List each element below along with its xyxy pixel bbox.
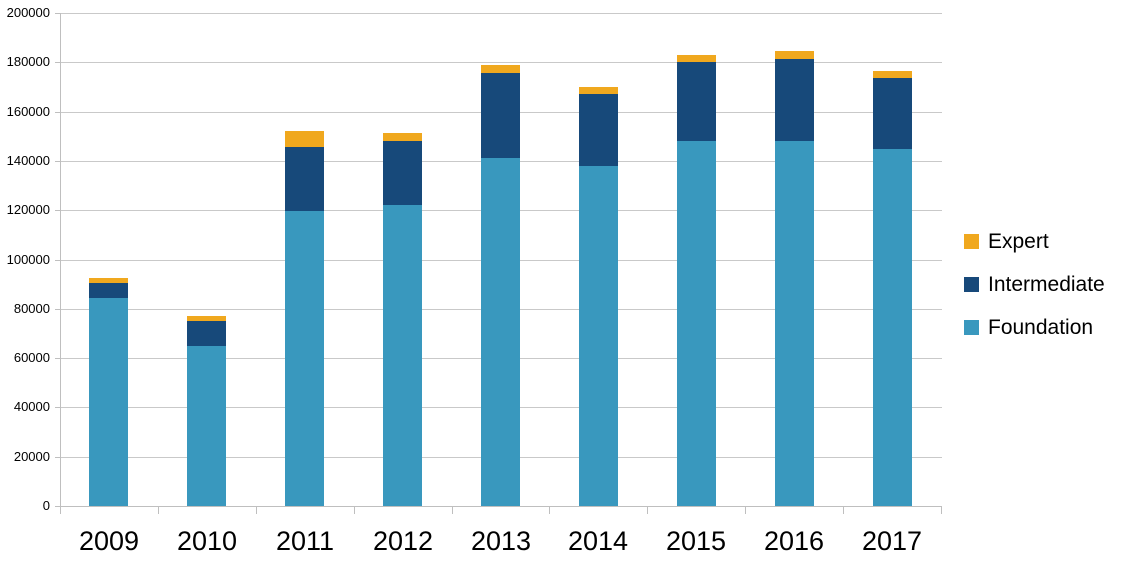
bar-segment-2012-intermediate	[383, 141, 422, 206]
bar-segment-2013-expert	[481, 64, 520, 74]
bar-segment-2013-intermediate	[481, 73, 520, 159]
bar-segment-2009-intermediate	[89, 282, 128, 298]
legend-label: Intermediate	[988, 273, 1105, 296]
y-axis-tick	[55, 260, 60, 261]
y-axis-tick	[55, 13, 60, 14]
x-axis-tick	[354, 506, 355, 514]
x-axis-label-2013: 2013	[470, 526, 532, 556]
x-axis-label-2010: 2010	[176, 526, 238, 556]
y-axis-tick	[55, 161, 60, 162]
x-axis-tick	[941, 506, 942, 514]
x-axis-line	[60, 506, 941, 507]
legend-label: Foundation	[988, 316, 1094, 339]
y-axis-label: 200000	[6, 5, 50, 20]
bar-segment-2011-foundation	[285, 211, 324, 506]
y-axis-label: 160000	[6, 104, 50, 119]
x-axis-label-2015: 2015	[665, 526, 727, 556]
x-axis-tick	[452, 506, 453, 514]
x-axis-tick	[256, 506, 257, 514]
x-axis-label-2012: 2012	[372, 526, 434, 556]
x-axis-label-2009: 2009	[78, 526, 140, 556]
y-axis-label: 100000	[6, 252, 50, 267]
legend-item-expert: Expert	[964, 229, 1049, 254]
bar-segment-2016-foundation	[775, 141, 814, 506]
legend-item-foundation: Foundation	[964, 315, 1093, 340]
y-axis-tick	[55, 358, 60, 359]
bar-segment-2015-foundation	[677, 141, 716, 506]
bar-segment-2014-intermediate	[579, 94, 618, 166]
y-axis-label: 140000	[6, 153, 50, 168]
gridline-200000	[60, 13, 942, 14]
x-axis-tick	[745, 506, 746, 514]
bar-segment-2015-intermediate	[677, 62, 716, 142]
bar-segment-2017-intermediate	[873, 78, 912, 149]
bar-segment-2009-expert	[89, 278, 128, 283]
legend-swatch-foundation	[964, 320, 979, 335]
bar-segment-2010-foundation	[187, 345, 226, 506]
x-axis-label-2016: 2016	[763, 526, 825, 556]
gridline-180000	[60, 62, 942, 63]
y-axis-label: 40000	[13, 399, 50, 414]
bar-segment-2014-expert	[579, 86, 618, 95]
y-axis-label: 20000	[13, 449, 50, 464]
x-axis-tick	[158, 506, 159, 514]
legend-swatch-expert	[964, 234, 979, 249]
bar-segment-2012-expert	[383, 132, 422, 142]
y-axis-label: 180000	[6, 54, 50, 69]
x-axis-tick	[60, 506, 61, 514]
bar-segment-2011-expert	[285, 131, 324, 148]
y-axis-label: 0	[42, 498, 50, 513]
y-axis-label: 80000	[13, 301, 50, 316]
bar-segment-2015-expert	[677, 54, 716, 63]
bar-segment-2009-foundation	[89, 297, 128, 506]
x-axis-tick	[843, 506, 844, 514]
x-axis-label-2017: 2017	[861, 526, 923, 556]
bar-segment-2017-foundation	[873, 148, 912, 506]
y-axis-tick	[55, 112, 60, 113]
y-axis-tick	[55, 506, 60, 507]
bar-segment-2017-expert	[873, 70, 912, 79]
x-axis-label-2011: 2011	[275, 526, 335, 556]
y-axis-line	[60, 13, 61, 506]
x-axis-tick	[549, 506, 550, 514]
bar-segment-2016-expert	[775, 51, 814, 59]
bar-segment-2013-foundation	[481, 158, 520, 506]
y-axis-label: 60000	[13, 350, 50, 365]
bar-segment-2011-intermediate	[285, 147, 324, 212]
x-axis-label-2014: 2014	[567, 526, 629, 556]
bar-segment-2010-expert	[187, 316, 226, 322]
y-axis-label: 120000	[6, 202, 50, 217]
y-axis-tick	[55, 62, 60, 63]
y-axis-tick	[55, 407, 60, 408]
legend-item-intermediate: Intermediate	[964, 272, 1105, 297]
legend-label: Expert	[988, 230, 1049, 253]
legend-swatch-intermediate	[964, 277, 979, 292]
y-axis-tick	[55, 309, 60, 310]
bar-segment-2012-foundation	[383, 205, 422, 506]
x-axis-tick	[647, 506, 648, 514]
bar-segment-2014-foundation	[579, 165, 618, 506]
bar-segment-2010-intermediate	[187, 321, 226, 346]
bar-segment-2016-intermediate	[775, 58, 814, 142]
y-axis-tick	[55, 457, 60, 458]
y-axis-tick	[55, 210, 60, 211]
